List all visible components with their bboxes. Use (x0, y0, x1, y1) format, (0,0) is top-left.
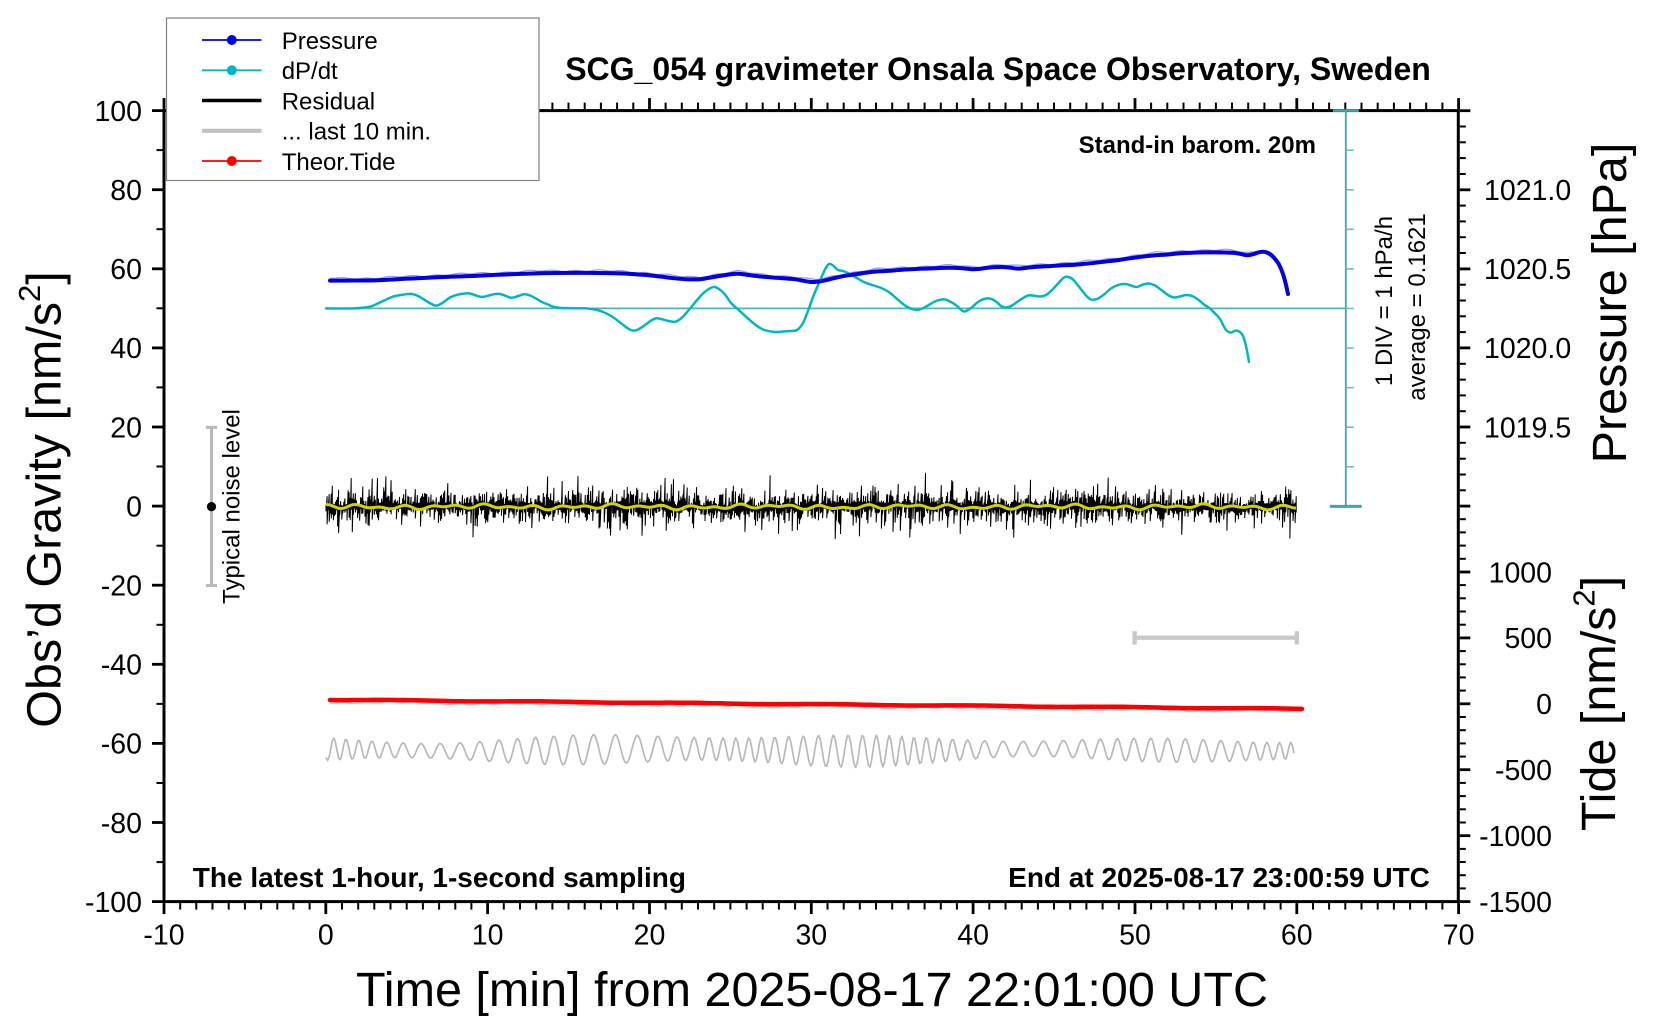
svg-text:0: 0 (318, 919, 334, 951)
svg-text:20: 20 (110, 412, 142, 444)
svg-text:Pressure: Pressure (282, 28, 378, 55)
svg-text:-100: -100 (85, 887, 142, 919)
svg-text:60: 60 (110, 254, 142, 286)
svg-text:Typical noise level: Typical noise level (219, 409, 246, 604)
svg-text:-80: -80 (101, 808, 142, 840)
svg-text:60: 60 (1281, 919, 1313, 951)
svg-text:1020.5: 1020.5 (1484, 254, 1571, 286)
svg-text:0: 0 (126, 491, 142, 523)
svg-text:SCG_054 gravimeter Onsala Spac: SCG_054 gravimeter Onsala Space Observat… (565, 51, 1431, 87)
svg-text:Theor.Tide: Theor.Tide (282, 149, 396, 176)
svg-text:The latest 1-hour, 1-second sa: The latest 1-hour, 1-second sampling (193, 862, 686, 893)
svg-text:-1000: -1000 (1479, 821, 1552, 853)
svg-text:-20: -20 (101, 571, 142, 603)
svg-text:Time [min] from 2025-08-17 22:: Time [min] from 2025-08-17 22:01:00 UTC (356, 963, 1268, 1017)
svg-text:Stand-in barom. 20m: Stand-in barom. 20m (1079, 132, 1316, 159)
svg-text:80: 80 (110, 175, 142, 207)
svg-text:1020.0: 1020.0 (1484, 333, 1571, 365)
svg-text:Residual: Residual (282, 88, 375, 115)
svg-text:-500: -500 (1495, 755, 1552, 787)
svg-text:Obs’d Gravity [nm/s2]: Obs’d Gravity [nm/s2] (12, 271, 72, 728)
svg-text:... last 10 min.: ... last 10 min. (282, 119, 431, 146)
svg-text:40: 40 (957, 919, 989, 951)
svg-text:500: 500 (1504, 623, 1552, 655)
svg-text:1019.5: 1019.5 (1484, 412, 1571, 444)
svg-text:-40: -40 (101, 650, 142, 682)
svg-text:100: 100 (94, 96, 142, 128)
svg-text:70: 70 (1443, 919, 1475, 951)
svg-text:1000: 1000 (1489, 557, 1552, 589)
svg-text:20: 20 (634, 919, 666, 951)
svg-text:Tide [nm/s2]: Tide [nm/s2] (1567, 576, 1627, 831)
svg-text:dP/dt: dP/dt (282, 58, 338, 85)
svg-text:1021.0: 1021.0 (1484, 175, 1571, 207)
svg-text:-60: -60 (101, 729, 142, 761)
svg-text:30: 30 (795, 919, 827, 951)
svg-text:-1500: -1500 (1479, 887, 1552, 919)
svg-text:End at 2025-08-17 23:00:59 UTC: End at 2025-08-17 23:00:59 UTC (1008, 862, 1430, 893)
svg-text:1 DIV = 1 hPa/h: 1 DIV = 1 hPa/h (1371, 216, 1398, 386)
svg-text:0: 0 (1536, 689, 1552, 721)
svg-text:40: 40 (110, 333, 142, 365)
svg-text:-10: -10 (143, 919, 184, 951)
svg-text:10: 10 (472, 919, 504, 951)
svg-text:50: 50 (1119, 919, 1151, 951)
svg-text:Pressure [hPa]: Pressure [hPa] (1583, 143, 1637, 464)
svg-text:average = 0.1621: average = 0.1621 (1404, 213, 1431, 401)
